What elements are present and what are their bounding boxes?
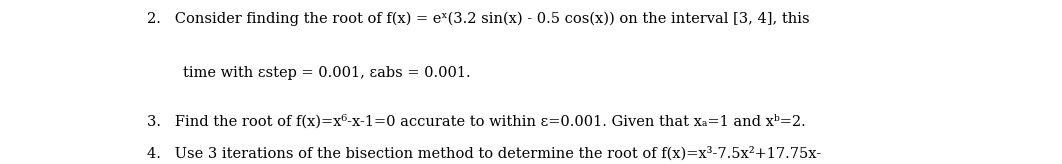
Text: 3.   Find the root of f(x)=x⁶-x-1=0 accurate to within ε=0.001. Given that xₐ=1 : 3. Find the root of f(x)=x⁶-x-1=0 accura… bbox=[147, 115, 805, 129]
Text: 2.   Consider finding the root of f(x) = eˣ(3.2 sin(x) - 0.5 cos(x)) on the inte: 2. Consider finding the root of f(x) = e… bbox=[147, 11, 809, 26]
Text: 4.   Use 3 iterations of the bisection method to determine the root of f(x)=x³-7: 4. Use 3 iterations of the bisection met… bbox=[147, 146, 821, 161]
Text: time with εstep = 0.001, εabs = 0.001.: time with εstep = 0.001, εabs = 0.001. bbox=[183, 66, 470, 80]
